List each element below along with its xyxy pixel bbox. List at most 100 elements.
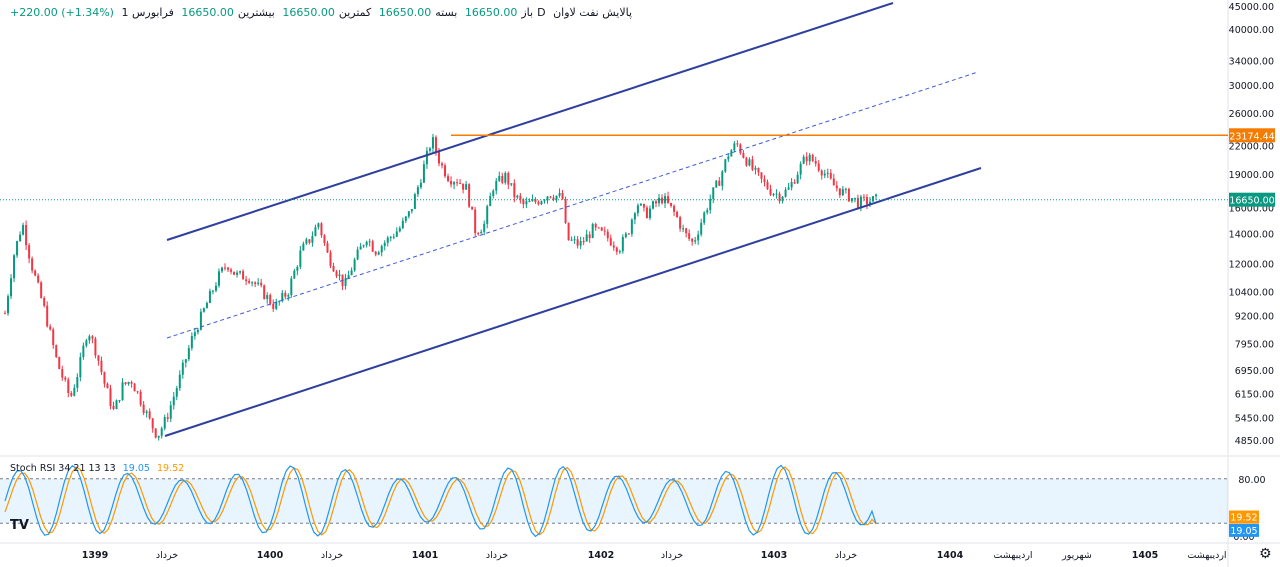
candle-body [392,236,395,238]
candle-body [248,280,251,283]
candle-body [353,259,356,271]
candle-body [205,302,208,309]
candle-body [552,197,555,200]
candle-body [516,195,519,198]
candle-body [148,411,151,419]
trend-channel-drawings[interactable] [0,2,1228,437]
candle-body [296,266,299,271]
candle-body [579,241,582,246]
low-value: 16650.00 [282,6,335,19]
time-tick-label: خرداد [835,550,857,561]
candle-body [230,269,233,272]
candle-body [196,329,199,333]
candle-body [100,360,103,373]
candle-body [4,313,6,315]
candle-body [477,233,480,235]
stoch-k-value: 19.05 [122,463,150,474]
candle-body [202,308,205,312]
stoch-rsi-legend[interactable]: Stoch RSI 34 21 13 13 19.05 19.52 [10,463,184,474]
candles [4,133,877,441]
level-price-label: 23174.44 [1229,131,1274,142]
time-axis[interactable]: 1399 خرداد 1400 خرداد 1401 خرداد 1402 خرداد 1403… [82,550,1227,561]
candle-body [582,241,585,243]
time-tick-label: خرداد [486,550,508,561]
candle-body [489,195,492,207]
candle-body [736,143,739,145]
candle-body [320,223,323,236]
candle-body [588,234,591,238]
candle-body [814,161,817,164]
candle-body [456,182,459,184]
candle-body [576,239,579,246]
candle-body [850,198,853,202]
candle-body [808,154,811,162]
candle-body [386,237,389,243]
candle-body [775,193,778,195]
candle-body [742,153,745,158]
candle-body [269,295,272,304]
candle-body [805,156,808,162]
stoch-d-badge [1229,510,1259,524]
candle-body [184,359,187,363]
candle-body [781,196,784,202]
candle-body [739,144,742,154]
candle-body [199,311,202,330]
price-tick-label: 34000.00 [1229,57,1274,68]
candle-body [471,206,474,210]
candle-body [525,201,528,205]
candle-body [829,172,832,179]
candle-body [124,382,127,384]
candle-body [811,154,814,162]
time-tick-label: 1403 [761,550,787,561]
candle-body [169,405,172,419]
candle-body [615,247,618,252]
low-label: کمترین [338,6,372,19]
candle-body [585,234,588,242]
close-value: 16650.00 [378,6,432,19]
candle-body [245,279,248,281]
channel-upper-line[interactable] [166,2,894,241]
candle-body [679,217,682,229]
candle-body [239,271,242,273]
candle-body [727,156,730,160]
candle-body [145,411,148,413]
candle-body [398,228,401,232]
candle-body [227,267,230,270]
candle-body [293,270,296,279]
candle-body [718,180,721,186]
candle-body [567,222,570,241]
candle-body [287,295,290,297]
candle-body [754,167,757,170]
candle-body [856,197,859,208]
candle-body [654,201,657,204]
interval-label[interactable]: 1D [121,6,546,19]
candle-body [639,204,642,206]
candle-body [175,388,178,397]
candle-body [242,271,245,280]
candle-body [642,204,645,208]
candle-body [211,290,214,292]
channel-lower-line[interactable] [164,167,982,437]
candle-body [531,199,534,202]
tradingview-logo-icon[interactable]: TV [10,518,29,533]
symbol-name[interactable]: پالایش نفت لاوان [553,6,633,19]
candle-body [757,167,760,173]
candle-body [94,338,97,356]
candle-body [284,292,287,297]
candle-body [787,187,790,190]
candle-body [55,345,58,358]
candle-body [591,224,594,238]
candle-body [450,181,453,185]
stoch-rsi-label: Stoch RSI [10,463,56,474]
candle-body [486,206,489,224]
channel-middle-line[interactable] [166,71,979,339]
candle-body [748,159,751,166]
price-axis[interactable]: 45000.00 40000.00 34000.00 30000.00 26000.00… [1229,2,1275,447]
stoch-band-fill [0,478,1228,524]
candle-body [163,417,166,429]
candle-body [178,374,181,389]
stoch-rsi-pane[interactable]: 80.00 0.00 19.52 19.05 [0,464,1266,544]
gear-icon[interactable]: ⚙ [1259,546,1272,562]
candle-body [868,201,871,205]
